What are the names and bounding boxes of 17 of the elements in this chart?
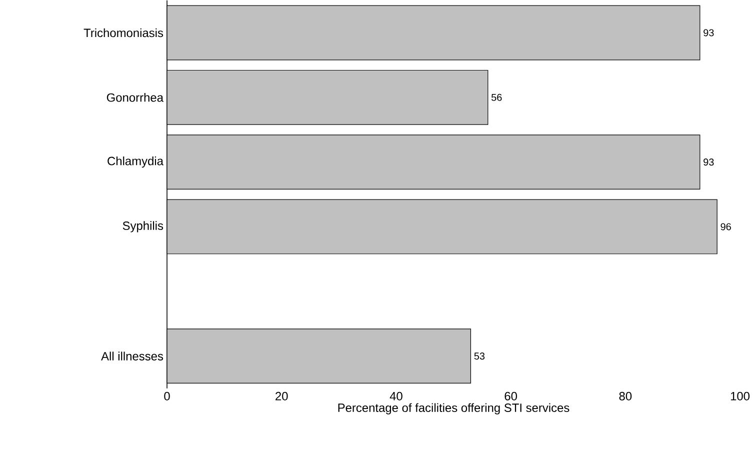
x-tick-label: 40 (390, 392, 402, 400)
x-tick-label: 20 (276, 392, 288, 400)
x-tick-label: 80 (619, 392, 632, 400)
x-tick-label: 0 (164, 392, 170, 400)
y-tick-label: All illnesses (101, 351, 164, 360)
data-label: 96 (720, 223, 731, 230)
data-label: 93 (704, 29, 714, 36)
x-tick-label: 60 (504, 392, 517, 400)
x-tick-label: 100 (730, 392, 750, 400)
data-label: 56 (491, 94, 502, 101)
y-tick-label: Syphilis (122, 220, 164, 232)
data-label: 53 (474, 352, 485, 360)
x-axis-title: Percentage of facilities offering STI services (338, 403, 570, 414)
y-tick-label: Trichomoniasis (84, 28, 164, 37)
y-tick-label: Gonorrhea (106, 92, 164, 102)
y-tick-label: Chlamydia (108, 156, 164, 168)
data-label: 93 (704, 158, 714, 166)
